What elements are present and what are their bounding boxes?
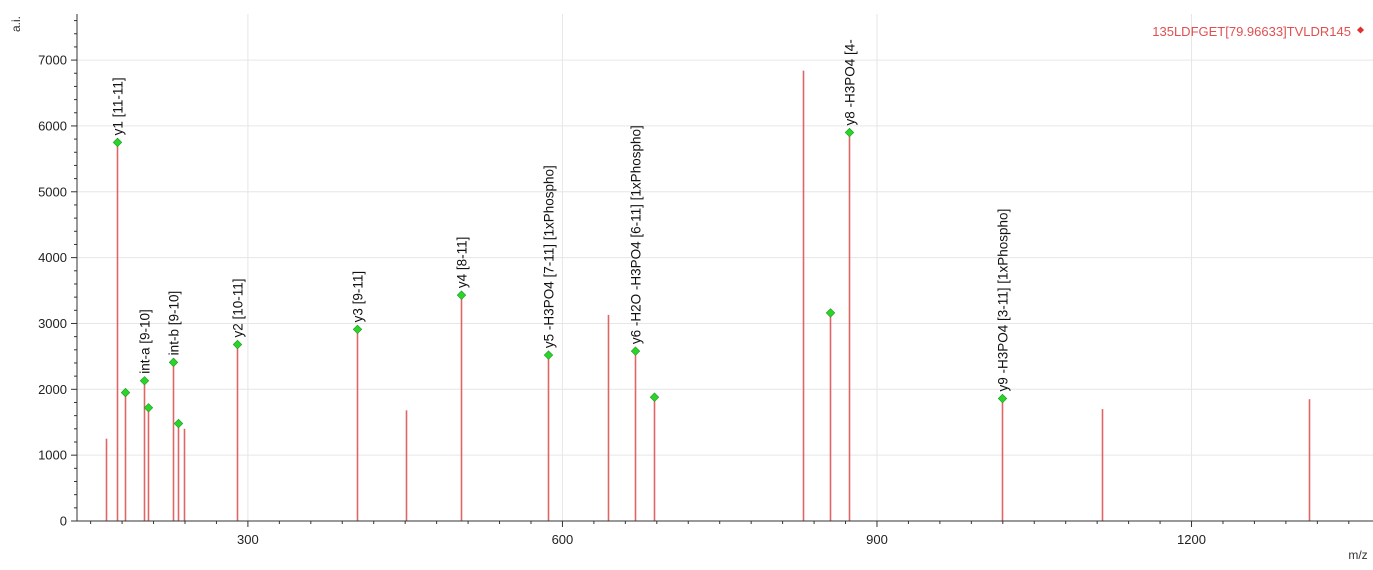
peak-label: y1 [11-11] bbox=[111, 77, 126, 135]
y-tick-label: 1000 bbox=[38, 448, 67, 463]
peak-marker bbox=[168, 357, 179, 367]
grid-layer bbox=[77, 14, 1373, 521]
peak-marker bbox=[143, 403, 154, 413]
y-tick-label: 5000 bbox=[38, 184, 67, 199]
legend: 135LDFGET[79.96633]TVLDR145 bbox=[1152, 24, 1365, 39]
peak-layer bbox=[105, 70, 1311, 521]
label-layer: y1 [11-11] int-a [9-10] int-b [9-10] y2 [10… bbox=[111, 39, 1011, 391]
peak-label: y2 [10-11] bbox=[231, 278, 246, 337]
y-tick-label: 6000 bbox=[38, 118, 67, 133]
y-tick-label: 4000 bbox=[38, 250, 67, 265]
x-tick-label: 600 bbox=[552, 532, 574, 547]
peak-marker bbox=[232, 339, 243, 350]
marker-layer bbox=[112, 127, 1008, 429]
peak-marker bbox=[825, 308, 836, 318]
x-tick-label: 300 bbox=[237, 532, 259, 547]
peak-marker bbox=[630, 346, 641, 356]
peak-label: int-b [9-10] bbox=[167, 291, 182, 356]
peak-label: y9 -H3PO4 [3-11] [1xPhospho] bbox=[996, 209, 1011, 392]
peak-marker bbox=[649, 392, 660, 402]
x-tick-label: 900 bbox=[866, 532, 888, 547]
y-axis-title: a.i. bbox=[9, 16, 23, 32]
peak-marker bbox=[997, 393, 1008, 404]
peak-marker bbox=[120, 387, 131, 398]
axis-layer: 0 1000 2000 3000 4000 5000 6000 7000 300 600 900 12… bbox=[38, 14, 1373, 547]
peak-label: y4 [8-11] bbox=[455, 237, 470, 289]
legend-marker bbox=[1356, 26, 1365, 34]
peak-label: y6 -H2O -H3PO4 [6-11] [1xPhospho] bbox=[629, 125, 644, 344]
peak-marker bbox=[844, 127, 855, 138]
y-tick-label: 3000 bbox=[38, 316, 67, 331]
peak-marker bbox=[173, 418, 184, 429]
peak-marker bbox=[456, 290, 467, 300]
y-tick-label: 7000 bbox=[38, 53, 67, 68]
peak-label: y5 -H3PO4 [7-11] [1xPhospho] bbox=[542, 165, 557, 348]
legend-label: 135LDFGET[79.96633]TVLDR145 bbox=[1152, 24, 1351, 39]
peak-marker bbox=[139, 376, 150, 386]
peak-label: y3 [9-11] bbox=[351, 271, 366, 323]
peak-label: y8 -H3PO4 [4- bbox=[843, 39, 858, 125]
peak-marker bbox=[543, 350, 554, 360]
peak-marker bbox=[112, 137, 123, 148]
x-axis-title: m/z bbox=[1348, 548, 1367, 562]
y-tick-label: 2000 bbox=[38, 382, 67, 397]
peak-label: int-a [9-10] bbox=[138, 309, 153, 374]
y-tick-label: 0 bbox=[60, 514, 67, 529]
x-tick-label: 1200 bbox=[1177, 532, 1206, 547]
peak-marker bbox=[352, 324, 363, 335]
